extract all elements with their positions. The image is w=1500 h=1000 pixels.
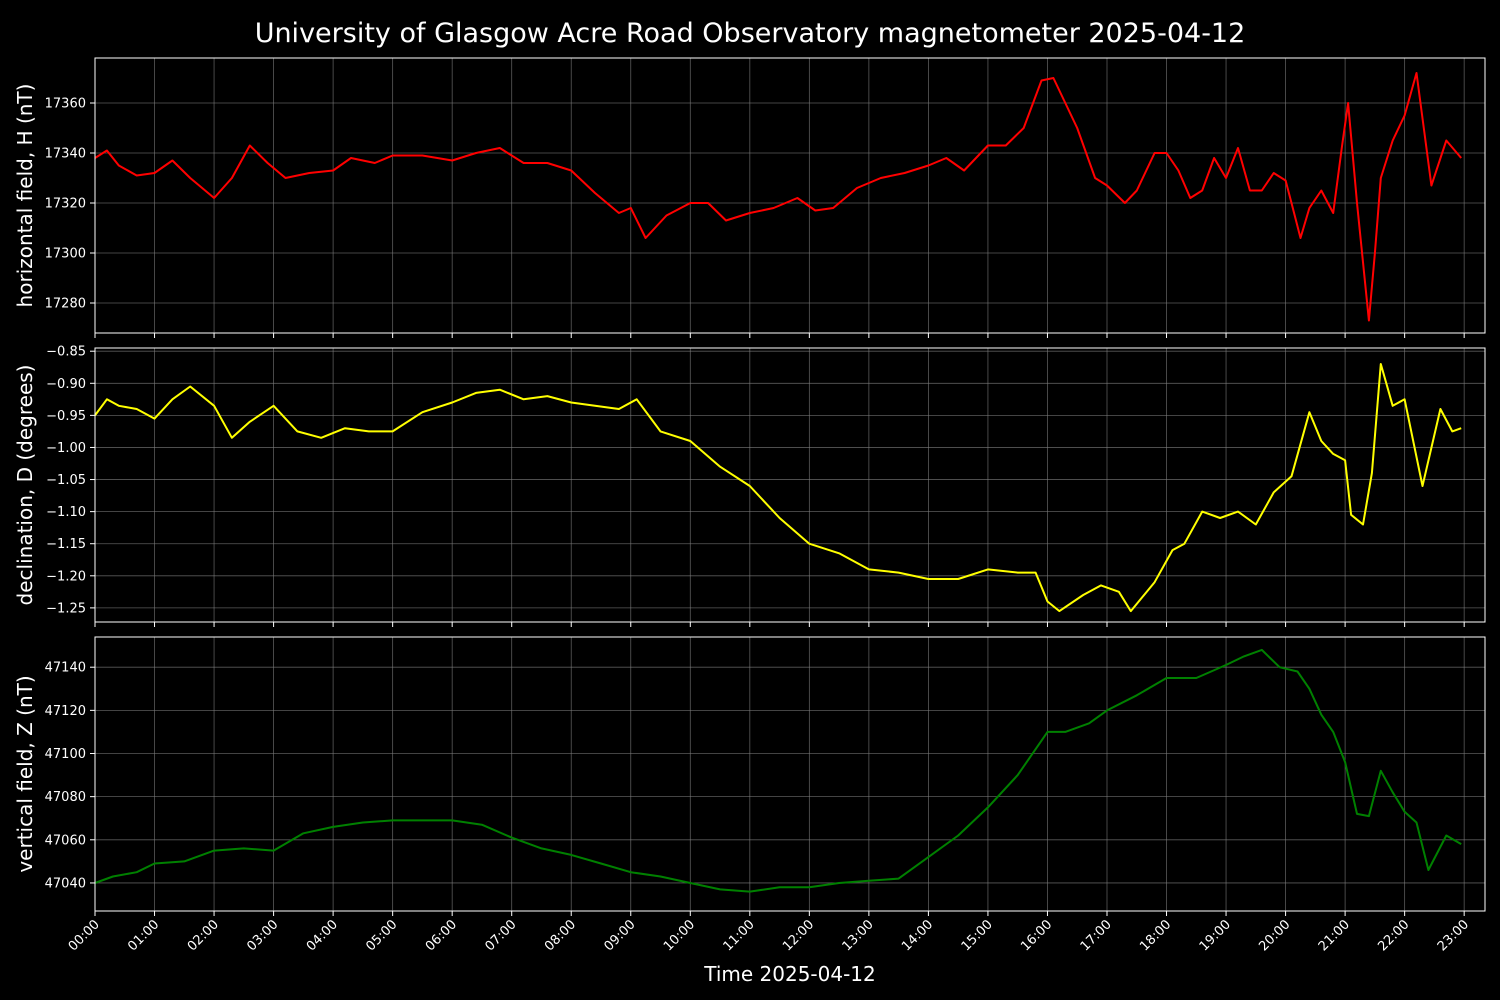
y-tick-label: 47040 bbox=[45, 876, 86, 891]
y-tick-label: −0.85 bbox=[46, 345, 86, 360]
x-tick-label: 03:00 bbox=[244, 917, 281, 954]
series-line bbox=[94, 72, 1462, 322]
y-tick-label: −1.20 bbox=[46, 569, 86, 584]
x-tick-label: 07:00 bbox=[482, 917, 519, 954]
y-tick-label: −0.95 bbox=[46, 409, 86, 424]
x-tick-label: 18:00 bbox=[1137, 917, 1174, 954]
x-tick-label: 00:00 bbox=[66, 917, 103, 954]
y-tick-label: −1.25 bbox=[46, 601, 86, 616]
x-tick-label: 09:00 bbox=[601, 917, 638, 954]
y-tick-label: 17300 bbox=[45, 247, 86, 262]
x-tick-label: 10:00 bbox=[661, 917, 698, 954]
y-tick-label: −1.00 bbox=[46, 441, 86, 456]
x-tick-label: 11:00 bbox=[721, 917, 758, 954]
x-tick-label: 19:00 bbox=[1197, 917, 1234, 954]
x-axis-label: Time 2025-04-12 bbox=[703, 962, 876, 986]
x-tick-label: 15:00 bbox=[959, 917, 996, 954]
chart-title: University of Glasgow Acre Road Observat… bbox=[255, 18, 1246, 49]
x-tick-label: 05:00 bbox=[363, 917, 400, 954]
y-tick-label: 47060 bbox=[45, 833, 86, 848]
y-tick-label: −1.10 bbox=[46, 505, 86, 520]
h-panel: 17280 17300 17320 17340 17360 horizontal fiel… bbox=[13, 57, 1486, 338]
y-tick-label: 17360 bbox=[45, 97, 86, 112]
y-axis-label: horizontal field, H (nT) bbox=[13, 84, 37, 308]
y-axis-label: declination, D (degrees) bbox=[13, 365, 37, 606]
series-line bbox=[94, 648, 1462, 893]
y-tick-label: 47140 bbox=[45, 661, 86, 676]
x-tick-label: 22:00 bbox=[1375, 917, 1412, 954]
x-tick-label: 14:00 bbox=[899, 917, 936, 954]
axes-frame bbox=[94, 57, 1486, 334]
x-tick-label: 13:00 bbox=[840, 917, 877, 954]
y-tick-label: 17320 bbox=[45, 197, 86, 212]
y-tick-label: 47100 bbox=[45, 747, 86, 762]
x-tick-label: 12:00 bbox=[780, 917, 817, 954]
y-tick-label: 17280 bbox=[45, 297, 86, 312]
axes-frame bbox=[94, 347, 1486, 623]
x-tick-label: 06:00 bbox=[423, 917, 460, 954]
x-tick-label: 23:00 bbox=[1435, 917, 1472, 954]
x-tick-label: 02:00 bbox=[185, 917, 222, 954]
series-line bbox=[94, 363, 1462, 613]
axes-frame bbox=[94, 636, 1486, 912]
y-tick-label: −1.05 bbox=[46, 473, 86, 488]
y-tick-label: 47080 bbox=[45, 790, 86, 805]
x-tick-label: 08:00 bbox=[542, 917, 579, 954]
y-tick-label: −0.90 bbox=[46, 377, 86, 392]
d-panel: −1.25 −1.20 −1.15 −1.10 −1.05 −1.00 −0.95 −0.90… bbox=[13, 345, 1486, 627]
x-tick-label: 01:00 bbox=[125, 917, 162, 954]
x-tick-label: 21:00 bbox=[1316, 917, 1353, 954]
y-tick-label: 17340 bbox=[45, 147, 86, 162]
y-tick-label: −1.15 bbox=[46, 537, 86, 552]
z-panel: 47040 47060 47080 47100 47120 47140 vertical f… bbox=[13, 636, 1486, 954]
x-tick-label: 20:00 bbox=[1256, 917, 1293, 954]
x-tick-label: 17:00 bbox=[1078, 917, 1115, 954]
x-tick-label: 04:00 bbox=[304, 917, 341, 954]
panels: 17280 17300 17320 17340 17360 horizontal fiel… bbox=[13, 57, 1486, 954]
y-tick-label: 47120 bbox=[45, 704, 86, 719]
x-tick-label: 16:00 bbox=[1018, 917, 1055, 954]
y-axis-label: vertical field, Z (nT) bbox=[13, 675, 37, 872]
